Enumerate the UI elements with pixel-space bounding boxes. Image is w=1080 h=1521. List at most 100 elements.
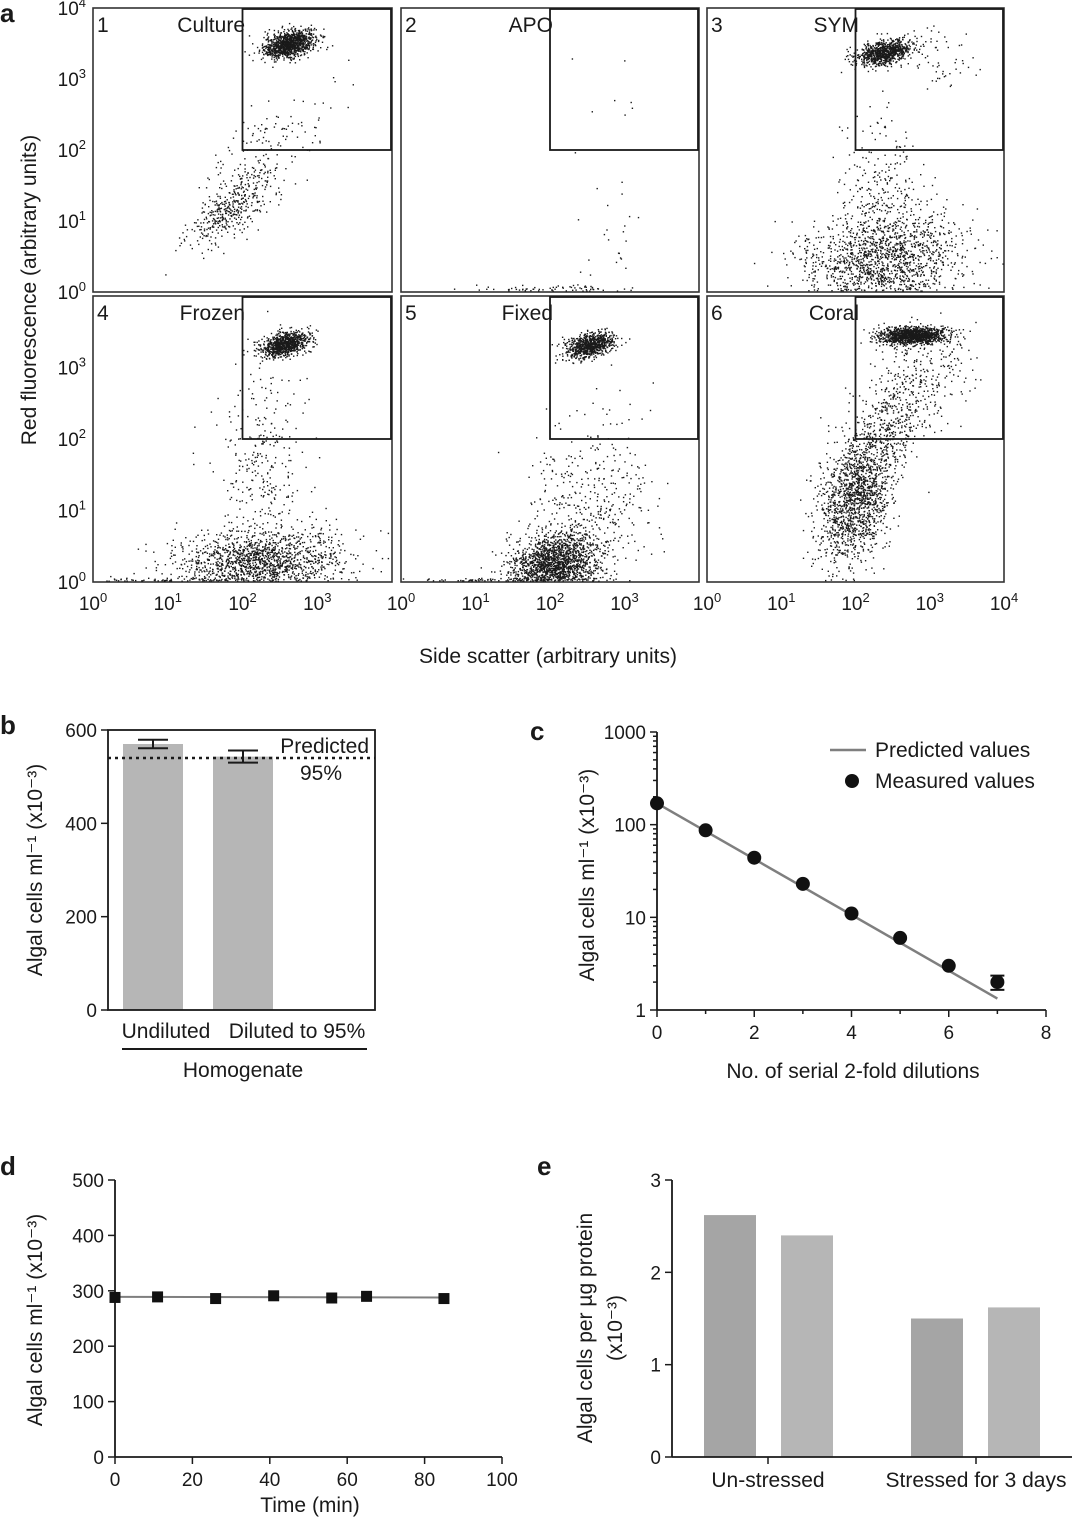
bar-stressed-1 <box>911 1318 963 1457</box>
flow-subplot-3: 3 SYM <box>706 7 1005 293</box>
measured-point <box>893 930 908 945</box>
x-tick-label: 101 <box>154 590 182 615</box>
y-tick-label: 102 <box>58 426 86 451</box>
bar-undiluted <box>123 744 183 1010</box>
panel-letter-b: b <box>0 710 16 740</box>
measured-point <box>747 850 762 865</box>
flow-subplot-label: Fixed <box>502 302 553 325</box>
flow-subplot-events <box>753 25 1004 292</box>
x-tick-label: 0 <box>652 1023 663 1044</box>
y-tick-label: 100 <box>72 1393 104 1414</box>
flow-subplot-2: 2 APO <box>400 7 700 293</box>
y-tick-label: 300 <box>72 1282 104 1303</box>
flow-subplot-label: Culture <box>177 14 245 37</box>
y-tick-label: 3 <box>650 1171 661 1192</box>
time-point <box>210 1293 222 1305</box>
y-tick-label: 103 <box>58 355 86 380</box>
y-tick-label: 101 <box>58 498 86 523</box>
time-point <box>109 1291 121 1303</box>
measured-point <box>698 823 713 838</box>
y-tick-label: 1000 <box>604 723 646 744</box>
bar-unstressed-2 <box>781 1235 833 1457</box>
flow-subplot-events <box>800 312 982 582</box>
flow-subplot-frame <box>706 7 1005 293</box>
panel-a-y-axis-label: Red fluorescence (arbitrary units) <box>18 135 41 445</box>
y-tick-label: 0 <box>86 1001 97 1022</box>
y-tick-label: 101 <box>58 208 86 233</box>
panel-letter-c: c <box>530 716 544 746</box>
panel-b-bar-chart: 0 200 400 600 Predicted 95% Undiluted Dilute… <box>24 721 376 1082</box>
panel-b-predicted-percent: 95% <box>300 762 342 785</box>
bar-stressed-2 <box>988 1307 1040 1457</box>
panel-letter-e: e <box>537 1151 551 1181</box>
flow-subplot-number: 1 <box>97 14 109 37</box>
panel-d-x-axis-label: Time (min) <box>260 1494 360 1517</box>
flow-gate <box>241 8 392 151</box>
time-point <box>268 1290 280 1302</box>
x-tick-label: 60 <box>337 1470 358 1491</box>
x-tick-label: 4 <box>846 1023 857 1044</box>
legend-measured-values: Measured values <box>875 770 1035 793</box>
y-tick-label: 400 <box>72 1226 104 1247</box>
panel-d-y-axis-label: Algal cells ml⁻¹ (x10⁻³) <box>24 1214 47 1426</box>
y-tick-label: 104 <box>58 0 86 20</box>
flow-subplot-number: 3 <box>711 14 723 37</box>
y-tick-label: 1 <box>650 1356 661 1377</box>
flow-subplot-frame <box>92 295 393 583</box>
y-tick-label: 400 <box>65 814 97 835</box>
y-tick-label: 0 <box>650 1448 661 1469</box>
panel-c-y-axis-label: Algal cells ml⁻¹ (x10⁻³) <box>576 769 599 981</box>
x-tick-label: 6 <box>943 1023 954 1044</box>
flow-subplot-number: 6 <box>711 302 723 325</box>
x-tick-label: 101 <box>461 590 489 615</box>
panel-e-y-axis-label-line2: (x10⁻³) <box>604 1295 627 1361</box>
flow-gate <box>854 296 1004 440</box>
bar-diluted <box>213 756 273 1010</box>
x-tick-label: 102 <box>536 590 564 615</box>
panel-letter-a: a <box>0 0 15 28</box>
flow-gate <box>241 296 392 440</box>
bar-unstressed-1 <box>704 1215 756 1457</box>
flow-subplot-label: SYM <box>813 14 859 37</box>
y-tick-label: 100 <box>58 569 86 594</box>
y-tick-label: 500 <box>72 1171 104 1192</box>
flow-gate <box>549 296 699 440</box>
flow-gate <box>854 8 1004 151</box>
flow-subplot-6: 6 Coral <box>706 295 1005 583</box>
x-tick-label: 2 <box>749 1023 760 1044</box>
x-tick-label: 40 <box>259 1470 280 1491</box>
flow-subplot-frame <box>92 7 393 293</box>
panel-a-x-axis-label: Side scatter (arbitrary units) <box>419 645 677 668</box>
category-label: Diluted to 95% <box>229 1020 366 1043</box>
y-tick-label: 200 <box>72 1337 104 1358</box>
measured-point <box>844 906 859 921</box>
x-tick-label: 8 <box>1041 1023 1052 1044</box>
x-tick-label: 103 <box>916 590 944 615</box>
panel-c-dilution-chart: 1 10 100 1000 0 2 4 6 8 Predicted values Measure… <box>576 723 1051 1083</box>
x-tick-label: 100 <box>693 590 721 615</box>
time-point <box>326 1292 338 1304</box>
legend-dot-swatch <box>845 774 859 788</box>
predicted-values-line <box>656 802 998 1000</box>
legend-predicted-values: Predicted values <box>875 739 1030 762</box>
panel-b-y-axis-label: Algal cells ml⁻¹ (x10⁻³) <box>24 764 47 976</box>
flow-subplot-number: 2 <box>405 14 417 37</box>
x-tick-label: 102 <box>228 590 256 615</box>
panel-a-y-tick-labels: 100 101 102 103 104 100 101 102 103 <box>58 0 86 594</box>
x-tick-label: 101 <box>767 590 795 615</box>
y-tick-label: 600 <box>65 721 97 742</box>
flow-subplot-label: APO <box>509 14 553 37</box>
flow-subplot-label: Coral <box>809 302 859 325</box>
flow-subplot-number: 5 <box>405 302 417 325</box>
panel-e-bar-chart: 0 1 2 3 Un-stressed Stressed for 3 days Alga… <box>574 1171 1072 1492</box>
panel-c-x-axis-label: No. of serial 2-fold dilutions <box>726 1060 979 1083</box>
flow-subplot-number: 4 <box>97 302 109 325</box>
flow-subplot-events <box>165 22 354 276</box>
y-tick-label: 0 <box>93 1448 104 1469</box>
flow-subplot-frame <box>400 295 700 583</box>
category-label: Undiluted <box>122 1020 211 1043</box>
flow-subplot-frame <box>706 295 1005 583</box>
